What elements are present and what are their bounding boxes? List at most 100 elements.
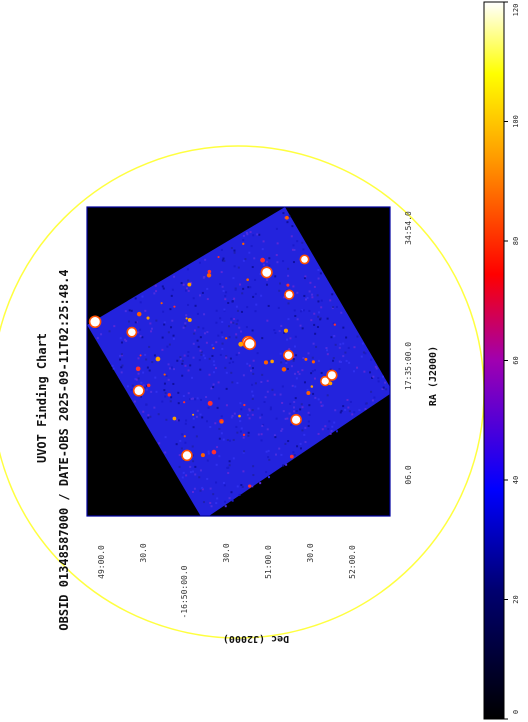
noise-pixel <box>248 417 251 420</box>
noise-pixel <box>287 267 290 270</box>
noise-pixel <box>335 430 338 433</box>
noise-pixel <box>258 233 261 236</box>
noise-pixel <box>308 290 311 293</box>
noise-pixel <box>308 309 311 312</box>
noise-pixel <box>182 326 185 329</box>
noise-pixel <box>261 373 264 376</box>
noise-pixel <box>260 413 263 416</box>
noise-pixel <box>285 362 288 365</box>
noise-pixel <box>202 354 205 357</box>
noise-pixel <box>212 383 215 386</box>
noise-pixel <box>283 296 286 299</box>
noise-pixel <box>164 395 167 398</box>
noise-pixel <box>228 497 231 500</box>
noise-pixel <box>294 385 297 388</box>
noise-pixel <box>126 385 129 388</box>
noise-pixel <box>150 327 153 330</box>
noise-pixel <box>155 290 158 293</box>
colorbar <box>483 1 505 720</box>
noise-pixel <box>177 391 180 394</box>
noise-pixel <box>203 313 206 316</box>
noise-pixel <box>242 470 245 473</box>
noise-pixel <box>209 501 212 504</box>
noise-pixel <box>240 484 243 487</box>
noise-pixel <box>96 326 99 329</box>
noise-pixel <box>296 445 299 448</box>
noise-pixel <box>338 368 341 371</box>
noise-pixel <box>218 455 221 458</box>
noise-pixel <box>189 465 192 468</box>
noise-pixel <box>252 372 255 375</box>
star-source <box>155 356 161 362</box>
noise-pixel <box>339 343 342 346</box>
noise-pixel <box>295 354 298 357</box>
noise-pixel <box>256 352 259 355</box>
noise-pixel <box>163 321 166 324</box>
noise-pixel <box>342 405 345 408</box>
noise-pixel <box>347 346 350 349</box>
noise-pixel <box>185 419 188 422</box>
noise-pixel <box>157 413 160 416</box>
noise-pixel <box>180 447 183 450</box>
noise-pixel <box>251 367 254 370</box>
noise-pixel <box>293 248 296 251</box>
noise-pixel <box>230 247 233 250</box>
noise-pixel <box>268 359 271 362</box>
noise-pixel <box>176 359 179 362</box>
star-source <box>135 366 141 372</box>
noise-pixel <box>127 320 130 323</box>
noise-pixel <box>225 355 228 358</box>
noise-pixel <box>293 309 296 312</box>
noise-pixel <box>294 335 297 338</box>
noise-pixel <box>295 410 298 413</box>
noise-pixel <box>202 327 205 330</box>
noise-pixel <box>242 287 245 290</box>
noise-pixel <box>292 261 295 264</box>
star-source <box>136 311 142 317</box>
noise-pixel <box>192 470 195 473</box>
noise-pixel <box>271 388 274 391</box>
noise-pixel <box>223 259 226 262</box>
noise-pixel <box>286 417 289 420</box>
noise-pixel <box>262 423 265 426</box>
star-source <box>284 215 289 220</box>
noise-pixel <box>184 364 187 367</box>
noise-pixel <box>253 257 256 260</box>
noise-pixel <box>311 293 314 296</box>
noise-pixel <box>275 453 278 456</box>
noise-pixel <box>296 240 299 243</box>
noise-pixel <box>210 387 213 390</box>
noise-pixel <box>128 309 131 312</box>
noise-pixel <box>184 441 187 444</box>
noise-pixel <box>217 381 220 384</box>
noise-pixel <box>361 342 364 345</box>
noise-pixel <box>96 337 99 340</box>
noise-pixel <box>233 249 236 252</box>
noise-pixel <box>163 389 166 392</box>
noise-pixel <box>238 326 241 329</box>
noise-pixel <box>191 376 194 379</box>
noise-pixel <box>207 406 210 409</box>
noise-pixel <box>155 390 158 393</box>
noise-pixel <box>297 370 300 373</box>
noise-pixel <box>277 306 280 309</box>
noise-pixel <box>121 364 124 367</box>
noise-pixel <box>326 317 329 320</box>
star-source <box>286 283 290 287</box>
noise-pixel <box>293 406 296 409</box>
noise-pixel <box>364 407 367 410</box>
noise-pixel <box>255 303 258 306</box>
noise-pixel <box>303 294 306 297</box>
noise-pixel <box>216 446 219 449</box>
noise-pixel <box>222 257 225 260</box>
noise-pixel <box>225 404 228 407</box>
noise-pixel <box>312 392 315 395</box>
noise-pixel <box>162 287 165 290</box>
noise-pixel <box>199 413 202 416</box>
noise-pixel <box>278 289 281 292</box>
star-source <box>310 385 314 388</box>
noise-pixel <box>296 291 299 294</box>
noise-pixel <box>181 362 184 365</box>
noise-pixel <box>131 384 134 387</box>
noise-pixel <box>130 309 133 312</box>
